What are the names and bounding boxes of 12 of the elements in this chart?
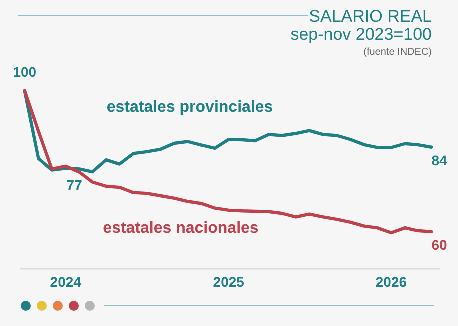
chart-subtitle: sep-nov 2023=100 xyxy=(290,25,432,44)
x-tick-label: 2025 xyxy=(213,274,245,290)
data-label: 60 xyxy=(432,236,448,253)
x-tick-label: 2026 xyxy=(376,274,408,290)
x-tick-label: 2024 xyxy=(50,274,82,290)
data-label: 84 xyxy=(432,152,448,168)
chart-title: SALARIO REAL xyxy=(309,7,432,26)
series-label: estatales nacionales xyxy=(103,220,259,237)
text: (fuente INDEC) xyxy=(364,47,432,58)
series-label: estatales provinciales xyxy=(106,99,274,116)
data-label: 100 xyxy=(13,64,37,80)
data-label: 77 xyxy=(66,177,83,194)
